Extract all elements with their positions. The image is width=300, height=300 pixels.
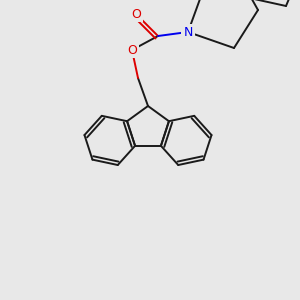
- Text: N: N: [183, 26, 193, 38]
- Text: O: O: [131, 8, 141, 20]
- Text: O: O: [127, 44, 137, 56]
